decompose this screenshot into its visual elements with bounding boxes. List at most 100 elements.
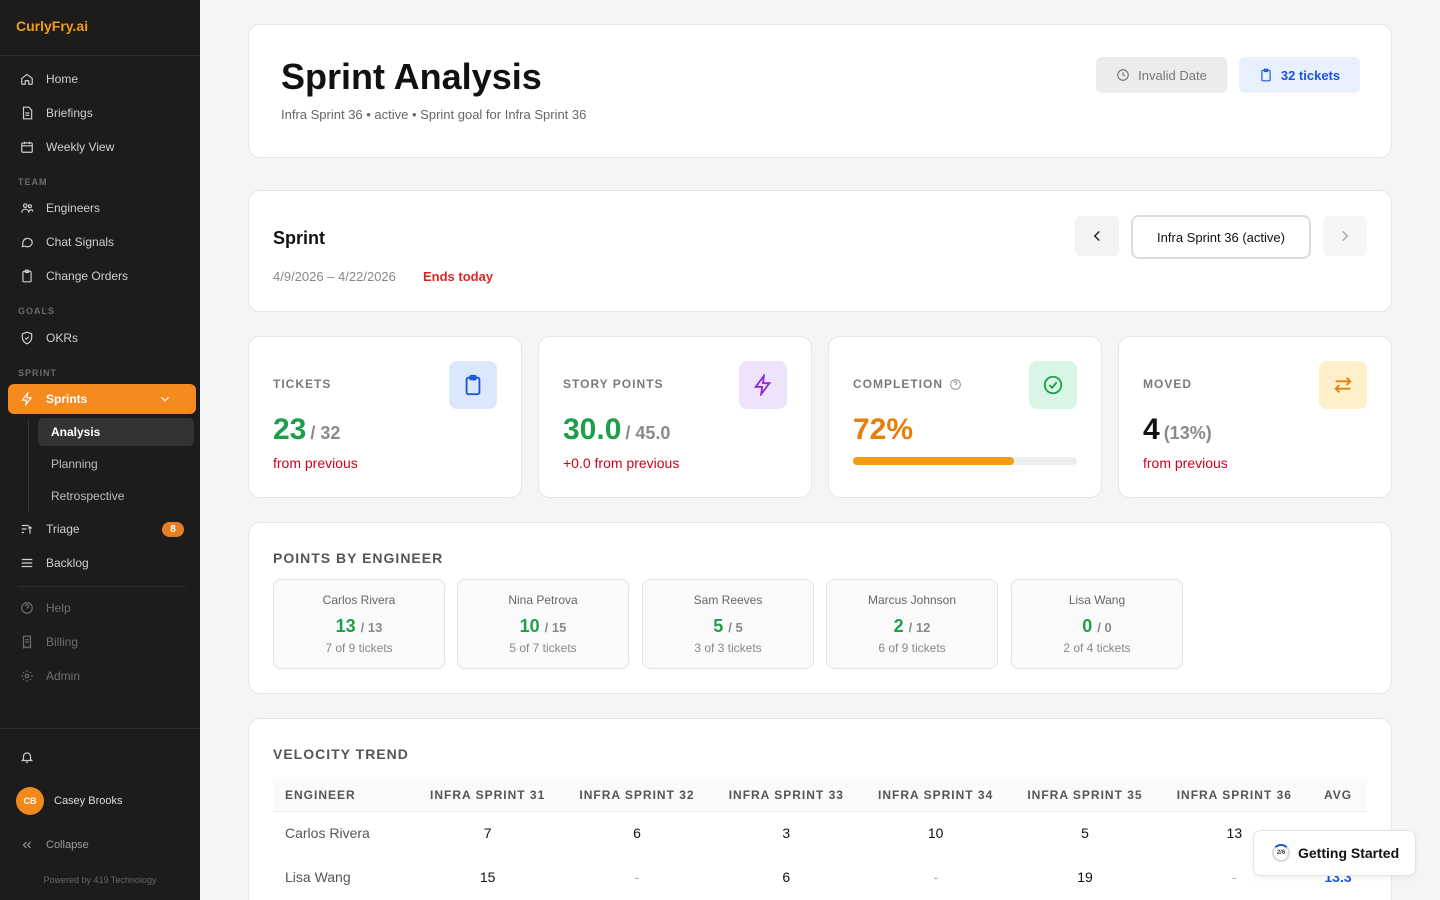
- brand-logo[interactable]: CurlyFry.ai: [16, 18, 89, 34]
- section-title: VELOCITY TREND: [273, 746, 409, 762]
- sidebar-item-engineers[interactable]: Engineers: [8, 193, 196, 223]
- user-profile[interactable]: CB Casey Brooks: [16, 787, 122, 815]
- calendar-icon: [21, 141, 33, 153]
- collapse-button[interactable]: Collapse: [8, 830, 196, 860]
- sidebar: CurlyFry.ai Home Briefings Weekly View T…: [0, 0, 200, 900]
- engineer-tickets: 5 of 7 tickets: [509, 641, 577, 655]
- sprint-label: Sprint: [273, 228, 325, 248]
- sprint-card: Sprint 4/9/2026 – 4/22/2026 Ends today I…: [248, 190, 1392, 312]
- prev-sprint-button[interactable]: [1075, 216, 1119, 256]
- chat-icon: [21, 237, 33, 248]
- sidebar-subitem-analysis[interactable]: Analysis: [38, 418, 194, 446]
- engineer-card[interactable]: Lisa Wang 0 / 0 2 of 4 tickets: [1011, 579, 1183, 669]
- engineer-points: 0 / 0: [1012, 616, 1182, 637]
- tickets-pill[interactable]: 32 tickets: [1239, 57, 1360, 93]
- column-header: INFRA SPRINT 31: [413, 779, 563, 812]
- completion-value: 72%: [853, 413, 914, 446]
- gear-icon: [21, 670, 33, 682]
- moved-count: 4: [1143, 413, 1160, 446]
- sidebar-item-home[interactable]: Home: [8, 64, 196, 94]
- sidebar-item-change-orders[interactable]: Change Orders: [8, 261, 196, 291]
- sub-nav-line: [28, 418, 29, 512]
- engineer-tickets: 2 of 4 tickets: [1063, 641, 1131, 655]
- velocity-trend-card: VELOCITY TREND ENGINEER INFRA SPRINT 31 …: [248, 718, 1392, 900]
- stat-delta: +0.0 from previous: [563, 455, 680, 471]
- next-sprint-button[interactable]: [1323, 216, 1367, 256]
- sidebar-item-admin[interactable]: Admin: [8, 661, 196, 691]
- completion-label: COMPLETION: [853, 377, 943, 391]
- engineer-card[interactable]: Marcus Johnson 2 / 12 6 of 9 tickets: [826, 579, 998, 669]
- engineer-name: Sam Reeves: [693, 593, 763, 607]
- completion-progress-fill: [853, 457, 1015, 465]
- sidebar-item-sprints[interactable]: Sprints: [8, 384, 196, 414]
- sidebar-subitem-retrospective[interactable]: Retrospective: [51, 489, 125, 503]
- sidebar-item-briefings[interactable]: Briefings: [8, 98, 196, 128]
- velocity-table: ENGINEER INFRA SPRINT 31 INFRA SPRINT 32…: [273, 779, 1367, 899]
- sprint-select[interactable]: Infra Sprint 36 (active): [1131, 215, 1311, 259]
- help-icon[interactable]: [949, 378, 962, 391]
- column-header: INFRA SPRINT 32: [562, 779, 712, 812]
- engineer-name: Lisa Wang: [1068, 593, 1126, 607]
- clipboard-icon: [22, 269, 32, 283]
- user-name: Casey Brooks: [54, 795, 123, 807]
- column-header: ENGINEER: [273, 779, 413, 812]
- sidebar-item-chat-signals[interactable]: Chat Signals: [8, 227, 196, 257]
- getting-started-button[interactable]: 2/6 Getting Started: [1253, 830, 1416, 876]
- sidebar-item-label: Change Orders: [46, 269, 129, 283]
- stat-delta: from previous: [273, 455, 358, 471]
- engineer-tickets: 3 of 3 tickets: [694, 641, 762, 655]
- points-done: 2: [893, 616, 904, 636]
- sidebar-item-billing[interactable]: Billing: [8, 627, 196, 657]
- engineer-name: Nina Petrova: [508, 593, 578, 607]
- sidebar-item-triage[interactable]: Triage 8: [8, 514, 196, 544]
- velocity-cell: 7: [483, 825, 492, 842]
- date-pill[interactable]: Invalid Date: [1096, 57, 1227, 93]
- sidebar-item-label: Admin: [46, 669, 81, 683]
- sidebar-item-weekly-view[interactable]: Weekly View: [8, 132, 196, 162]
- column-header: INFRA SPRINT 34: [860, 779, 1011, 812]
- sidebar-item-okrs[interactable]: OKRs: [8, 323, 196, 353]
- engineer-tickets: 6 of 9 tickets: [878, 641, 946, 655]
- points-done: 5: [713, 616, 724, 636]
- points-total: / 5: [728, 620, 743, 635]
- velocity-cell: 3: [782, 825, 791, 842]
- completion-stat-card: COMPLETION 72%: [828, 336, 1102, 498]
- home-icon: [21, 73, 33, 85]
- engineer-name: Carlos Rivera: [322, 593, 396, 607]
- chevrons-left-icon: [22, 841, 31, 849]
- stat-value: 4 (13%): [1143, 413, 1212, 447]
- engineer-points: 2 / 12: [827, 616, 997, 637]
- engineer-points: 13 / 13: [274, 616, 444, 637]
- stat-label: MOVED: [1143, 377, 1193, 391]
- swap-icon: [1319, 361, 1367, 409]
- sidebar-item-label: Triage: [46, 522, 80, 536]
- velocity-cell: 19: [1077, 869, 1093, 885]
- engineer-card[interactable]: Sam Reeves 5 / 5 3 of 3 tickets: [642, 579, 814, 669]
- sidebar-item-label: Backlog: [46, 556, 89, 570]
- sidebar-item-label: Home: [46, 72, 79, 86]
- sidebar-item-label: Chat Signals: [46, 235, 115, 249]
- engineer-card[interactable]: Nina Petrova 10 / 15 5 of 7 tickets: [457, 579, 629, 669]
- points-done: 13: [335, 616, 356, 636]
- getting-started-label: Getting Started: [1298, 845, 1400, 861]
- notifications-button[interactable]: [8, 742, 38, 772]
- chevron-down-icon: [161, 396, 169, 402]
- sidebar-item-label: Engineers: [46, 201, 101, 215]
- sidebar-subitem-planning[interactable]: Planning: [51, 457, 98, 471]
- points-total: / 12: [908, 620, 931, 635]
- engineer-card[interactable]: Carlos Rivera 13 / 13 7 of 9 tickets: [273, 579, 445, 669]
- sidebar-item-help[interactable]: Help: [8, 593, 196, 623]
- tickets-done: 23: [273, 413, 307, 446]
- shield-icon: [21, 331, 33, 345]
- sidebar-item-label: OKRs: [46, 331, 79, 345]
- sidebar-item-backlog[interactable]: Backlog: [8, 548, 196, 578]
- points-total: / 0: [1097, 620, 1112, 635]
- divider: [0, 728, 200, 729]
- velocity-cell: 10: [927, 825, 944, 842]
- page-subtitle: Infra Sprint 36 • active • Sprint goal f…: [281, 107, 587, 122]
- velocity-cell: 5: [1081, 825, 1089, 842]
- velocity-cell: 6: [633, 825, 641, 842]
- engineer-cell: Lisa Wang: [285, 869, 351, 885]
- lightning-icon: [739, 361, 787, 409]
- points-done: 0: [1082, 616, 1093, 636]
